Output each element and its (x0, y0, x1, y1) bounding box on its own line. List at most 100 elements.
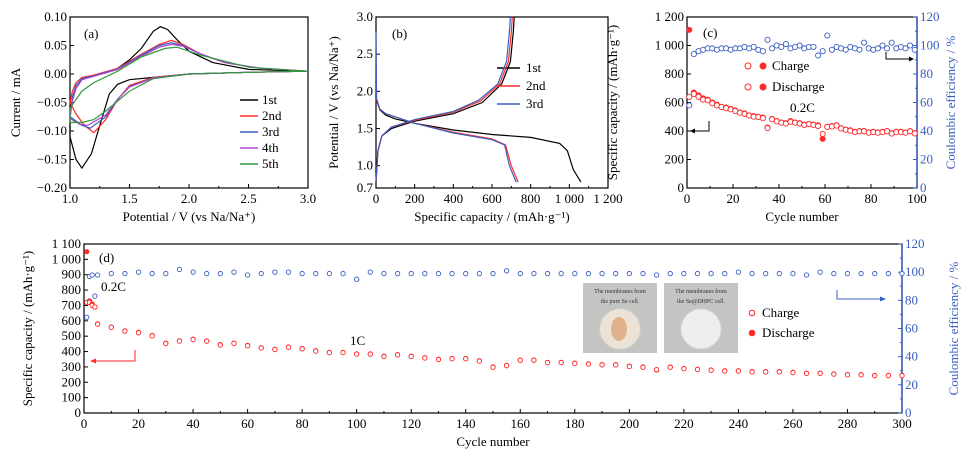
x-tick-label: 20 (132, 416, 145, 431)
membrane-disc (680, 308, 722, 350)
coulombic-efficiency-point (585, 270, 592, 277)
x-tick-label: 160 (511, 416, 531, 431)
charge-point (681, 366, 687, 372)
right-y-tick-label: 80 (920, 66, 933, 81)
x-tick-label: 140 (456, 416, 476, 431)
arrowhead (880, 296, 886, 302)
coulombic-efficiency-point (911, 46, 918, 53)
charge-point (231, 340, 237, 347)
y-tick-label: 700 (62, 297, 82, 312)
y-tick-label: −0.10 (37, 123, 67, 138)
x-tick-label: 3.0 (300, 191, 316, 206)
charge-point (244, 343, 251, 349)
x-tick-label: 2.5 (240, 191, 256, 206)
coulombic-efficiency-point (176, 266, 183, 272)
coulombic-efficiency-point (285, 269, 292, 275)
coulombic-efficiency-point (815, 52, 822, 59)
x-tick-label: 200 (405, 191, 425, 206)
coulombic-efficiency-point (463, 270, 469, 277)
panel-b (375, 16, 609, 189)
coulombic-efficiency-point (874, 45, 881, 52)
charge-curve-3rd (375, 16, 511, 183)
y-tick-label: 0.05 (44, 38, 67, 53)
legend-label: 2nd (526, 78, 546, 93)
coulombic-efficiency-point (490, 270, 496, 277)
y-tick-label: 600 (665, 95, 685, 110)
charge-point (258, 345, 264, 351)
charge-point (94, 321, 101, 327)
charge-point (190, 336, 196, 343)
right-y-tick-label: 60 (920, 95, 933, 110)
y-tick-label: 0 (678, 180, 685, 195)
coulombic-efficiency-point (690, 51, 697, 58)
right-y-tick-label: 40 (905, 349, 918, 364)
charge-point (108, 324, 114, 330)
legend-label: 1st (526, 60, 542, 75)
charge-point (326, 349, 333, 356)
coulombic-efficiency-point (810, 43, 817, 50)
charge-point (613, 362, 619, 368)
coulombic-efficiency-point (244, 272, 251, 278)
coulombic-efficiency-point (435, 270, 442, 277)
coulombic-efficiency-point (907, 42, 914, 49)
coulombic-efficiency-point (686, 102, 693, 109)
coulombic-efficiency-point (367, 269, 373, 275)
charge-point (92, 304, 98, 310)
coulombic-efficiency-point (902, 45, 909, 52)
coulombic-efficiency-point (149, 270, 155, 277)
coulombic-efficiency-point (163, 270, 169, 277)
charge-point (759, 115, 766, 122)
charge-point (408, 353, 414, 360)
charge-point (776, 369, 782, 375)
coulombic-efficiency-point (394, 270, 401, 277)
right-y-tick-label: 120 (905, 236, 925, 251)
x-tick-label: 40 (187, 416, 200, 431)
coulombic-efficiency-point (653, 272, 660, 278)
coulombic-efficiency-point (313, 270, 319, 277)
coulombic-efficiency-point (778, 43, 785, 50)
discharge-curve-1st (375, 98, 582, 183)
coulombic-efficiency-point (885, 270, 892, 277)
charge-point (735, 368, 742, 374)
y-tick-label: −0.05 (37, 95, 67, 110)
coulombic-efficiency-point (231, 269, 237, 275)
y-tick-label: 0 (75, 405, 82, 420)
rate-annotation-1C: 1C (350, 333, 365, 348)
y-tick-label: 1.0 (357, 158, 373, 173)
coulombic-efficiency-point (272, 269, 278, 275)
charge-point (544, 359, 551, 366)
coulombic-efficiency-point (190, 269, 196, 275)
legend-charge-marker (744, 83, 752, 91)
legend-label: 2nd (262, 108, 282, 123)
legend-label: Discharge (762, 325, 815, 340)
coulombic-efficiency-point (135, 269, 142, 275)
coulombic-efficiency-point (803, 272, 810, 278)
discharge-point (819, 135, 826, 142)
discharge-point (84, 249, 90, 255)
charge-point (844, 372, 851, 378)
coulombic-efficiency-point (503, 268, 510, 274)
charge-point (626, 363, 632, 370)
coulombic-efficiency-point (108, 270, 114, 277)
left-axis-arrow (92, 350, 136, 362)
coulombic-efficiency-point (204, 270, 210, 277)
x-tick-label: 180 (565, 416, 585, 431)
y-tick-label: 600 (62, 313, 82, 328)
coulombic-efficiency-point (872, 270, 878, 277)
coulombic-efficiency-point (759, 48, 766, 55)
arrowhead (90, 358, 96, 364)
x-tick-label: 0 (684, 191, 691, 206)
x-axis-label: Cycle number (765, 209, 839, 224)
coulombic-efficiency-point (354, 276, 360, 282)
y-tick-label: −0.15 (37, 152, 67, 167)
y-tick-label: 100 (62, 390, 82, 405)
discharge-curve-2nd (375, 98, 519, 183)
charge-point (885, 373, 892, 379)
charge-point (490, 364, 496, 370)
right-y-tick-label: 20 (920, 152, 933, 167)
coulombic-efficiency-point (531, 270, 537, 277)
right-axis-arrow (836, 290, 882, 300)
x-tick-label: 20 (727, 191, 740, 206)
coulombic-efficiency-point (856, 46, 863, 53)
coulombic-efficiency-point (750, 43, 757, 50)
